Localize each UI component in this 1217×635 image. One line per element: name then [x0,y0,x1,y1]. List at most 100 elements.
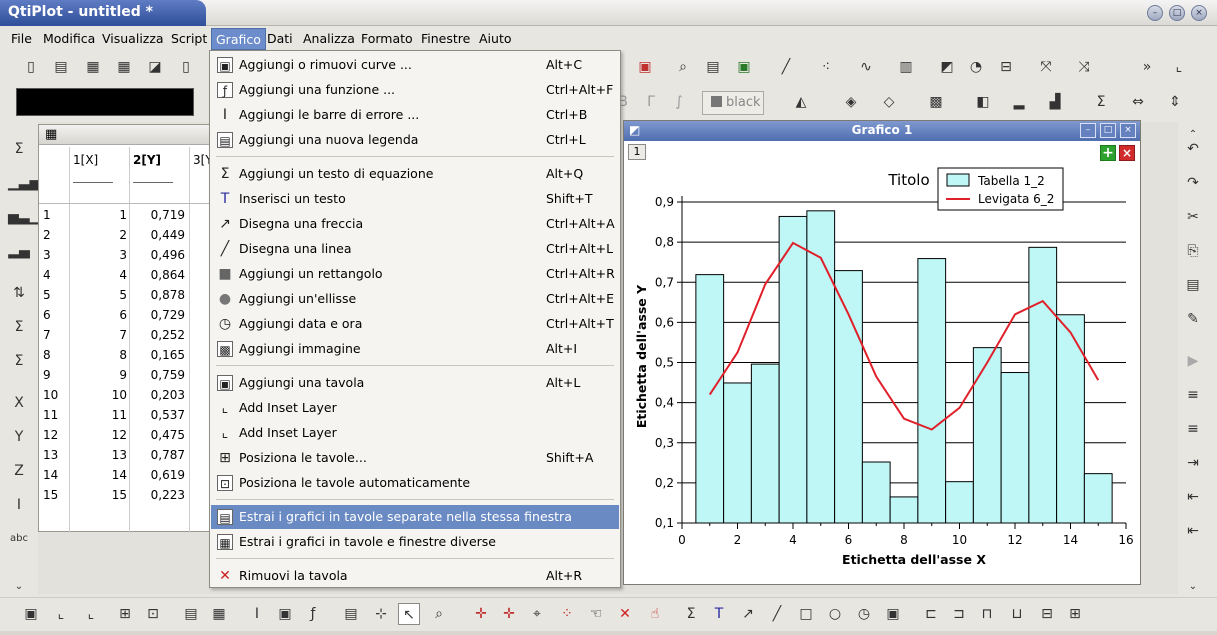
menu-item[interactable]: ▦ Estrai i grafici in tavole e finestre d… [211,530,619,554]
text-tool-icon[interactable]: T [714,606,724,622]
table-row[interactable]: 7 7 0,252 [39,325,214,345]
minimize-button[interactable]: – [1147,5,1163,21]
hand-icon[interactable]: ☜ [589,606,603,622]
table-cell[interactable]: 0,203 [150,388,185,402]
table-row[interactable]: 5 5 0,878 [39,285,214,305]
table-cell[interactable]: 3 [119,248,127,262]
new-project-icon[interactable]: ▯ [27,59,35,75]
close-window-button[interactable]: × [1191,5,1207,21]
menu-item[interactable]: ■ Aggiungi un rettangolo Ctrl+Alt+R [211,262,619,286]
table-row[interactable]: 2 2 0,449 [39,225,214,245]
unindent-icon[interactable]: ⇤ [1187,489,1199,505]
line-color-button[interactable]: black [702,91,764,115]
plot-vectors-icon[interactable]: ⤧ [1040,59,1052,75]
menu-file[interactable]: File [11,31,32,46]
table-cell[interactable]: 14 [111,468,127,482]
sort-vertical-icon[interactable]: ⇕ [1169,94,1181,110]
remove-layer-button[interactable]: × [1119,145,1135,161]
table-cell[interactable]: 7 [119,328,127,342]
curve-tool-icon[interactable]: ⌞ [1175,59,1183,75]
menu-item[interactable]: Σ Aggiungi un testo di equazione Alt+Q [211,162,619,186]
column-header-y3[interactable]: 3[Y [193,153,213,167]
gamma-icon[interactable]: Γ [647,94,655,110]
auto-arrange-icon[interactable]: ⊡ [147,606,159,622]
clear-icon[interactable]: ✎ [1187,311,1199,327]
add-inset-curve-icon[interactable]: ⌞ [87,606,95,622]
set-x-icon[interactable]: X [14,395,24,411]
indent-icon[interactable]: ⇥ [1187,455,1199,471]
scroll-down-right-icon[interactable]: ⌄ [1188,581,1198,592]
screen-reader-icon[interactable]: ✛ [503,606,515,622]
align-icon[interactable]: ≡ [1187,421,1199,437]
table-cell[interactable]: 12 [111,428,127,442]
menu-item[interactable]: ⊞ Posiziona le tavole... Shift+A [211,446,619,470]
menu-item[interactable]: ↗ Disegna una freccia Ctrl+Alt+A [211,212,619,236]
new-graph-icon[interactable]: ◪ [148,59,162,75]
column-stats-icon[interactable]: ▁▃▅ [8,175,41,191]
table-cell[interactable]: 0,878 [150,288,185,302]
add-layer-icon[interactable]: ▣ [24,606,38,622]
menu-item[interactable]: ▩ Aggiungi immagine Alt+I [211,337,619,361]
menu-item[interactable]: ƒ Aggiungi una funzione ... Ctrl+Alt+F [211,78,619,102]
set-y-icon[interactable]: Y [14,429,24,445]
rectangle-tool-icon[interactable]: □ [799,606,813,622]
table-row[interactable]: 15 15 0,223 [39,485,214,505]
surface-3d-icon[interactable]: ◭ [795,94,807,110]
chart[interactable]: 0,1 0,2 0,3 0,4 0,5 0,6 0,7 0,8 0,9 0 2 4 6 8 10 12 14 16… [624,141,1140,584]
table-row[interactable]: 13 13 0,787 [39,445,214,465]
menu-formato[interactable]: Formato [361,31,413,46]
curves-icon[interactable]: ▣ [278,606,292,622]
extract-new-icon[interactable]: ▦ [212,606,226,622]
contour-icon[interactable]: ▩ [929,94,943,110]
sum-icon[interactable]: Σ [14,141,24,157]
crosshair-icon[interactable]: ✛ [475,606,487,622]
zoom-icon[interactable]: ⌕ [435,606,443,622]
layer-1-button[interactable]: 1 [628,144,646,160]
menu-modifica[interactable]: Modifica [43,31,96,46]
align-top-icon[interactable]: ⊓ [981,606,993,622]
set-error-icon[interactable]: I [16,497,22,513]
drag-range-icon[interactable]: ☝ [650,606,660,622]
table-cell[interactable]: 0,619 [150,468,185,482]
histogram-icon[interactable]: ▂ [1013,94,1025,110]
table-cell[interactable]: 6 [119,308,127,322]
table-cell[interactable]: 0,165 [150,348,185,362]
table-row[interactable]: 10 10 0,203 [39,385,214,405]
align-bottom-icon[interactable]: ⊔ [1011,606,1023,622]
clock-tool-icon[interactable]: ◷ [857,606,871,622]
table-row[interactable]: 1 1 0,719 [39,205,214,225]
table-cell[interactable]: 0,223 [150,488,185,502]
extract-same-icon[interactable]: ▤ [184,606,198,622]
table-cell[interactable]: 0,449 [150,228,185,242]
align-left-icon[interactable]: ⊏ [925,606,937,622]
align-right-icon[interactable]: ≡ [1187,387,1199,403]
graph-window[interactable]: ◩ Grafico 1 – □ × 1 + × 0,1 0,2 0,3 0,4 0,5 0… [623,120,1141,585]
graph-close-button[interactable]: × [1120,123,1136,138]
menu-script[interactable]: Script [171,31,208,46]
image-export-icon[interactable]: ▣ [737,59,751,75]
table-cell[interactable]: 0,787 [150,448,185,462]
results-log-icon[interactable]: ▤ [706,59,720,75]
table-cell[interactable]: 0,537 [150,408,185,422]
error-bar-icon[interactable]: I [254,606,260,622]
set-label-icon[interactable]: abc [10,533,28,544]
table-cell[interactable]: 0,252 [150,328,185,342]
table-cell[interactable]: 0,864 [150,268,185,282]
graph-maximize-button[interactable]: □ [1100,123,1116,138]
menu-dati[interactable]: Dati [267,31,293,46]
new-note-icon[interactable]: ▯ [182,59,190,75]
menu-finestre[interactable]: Finestre [421,31,471,46]
plot-line-icon[interactable]: ╱ [781,59,791,75]
move-points-icon[interactable]: ⁘ [561,606,573,622]
redo-icon[interactable]: ↷ [1187,175,1199,191]
undo-icon[interactable]: ↶ [1187,141,1199,157]
remove-points-icon[interactable]: ✕ [619,606,631,622]
table-cell[interactable]: 1 [119,208,127,222]
plot-pie-icon[interactable]: ◔ [969,59,983,75]
table-cell[interactable]: 15 [111,488,127,502]
table-row[interactable]: 6 6 0,729 [39,305,214,325]
scroll-up-icon[interactable]: ⌃ [1188,129,1198,140]
sort-icon[interactable]: ⇅ [13,285,25,301]
normalize-icon[interactable]: Σ [14,353,24,369]
column-header-y[interactable]: 2[Y] [133,153,162,167]
